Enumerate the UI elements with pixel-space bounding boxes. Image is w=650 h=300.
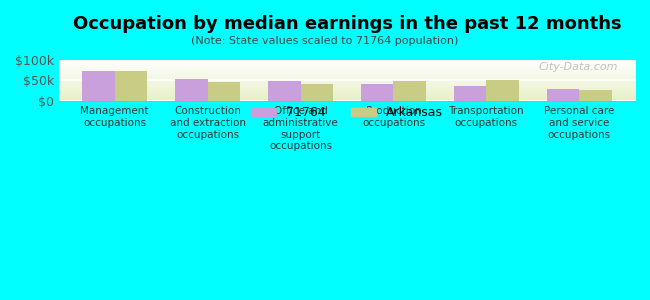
Bar bbox=[115, 71, 148, 101]
Bar bbox=[486, 80, 519, 101]
Bar bbox=[393, 81, 426, 101]
Bar bbox=[454, 86, 486, 101]
Bar bbox=[547, 88, 579, 101]
Bar bbox=[268, 82, 300, 101]
Bar bbox=[300, 84, 333, 101]
Legend: 71764, Arkansas: 71764, Arkansas bbox=[246, 101, 448, 124]
Bar bbox=[361, 84, 393, 101]
Text: City-Data.com: City-Data.com bbox=[538, 62, 617, 73]
Bar bbox=[82, 71, 115, 101]
Bar bbox=[175, 79, 207, 101]
Title: Occupation by median earnings in the past 12 months: Occupation by median earnings in the pas… bbox=[73, 15, 621, 33]
Text: (Note: State values scaled to 71764 population): (Note: State values scaled to 71764 popu… bbox=[191, 35, 459, 46]
Bar bbox=[579, 90, 612, 101]
Bar bbox=[207, 82, 240, 101]
